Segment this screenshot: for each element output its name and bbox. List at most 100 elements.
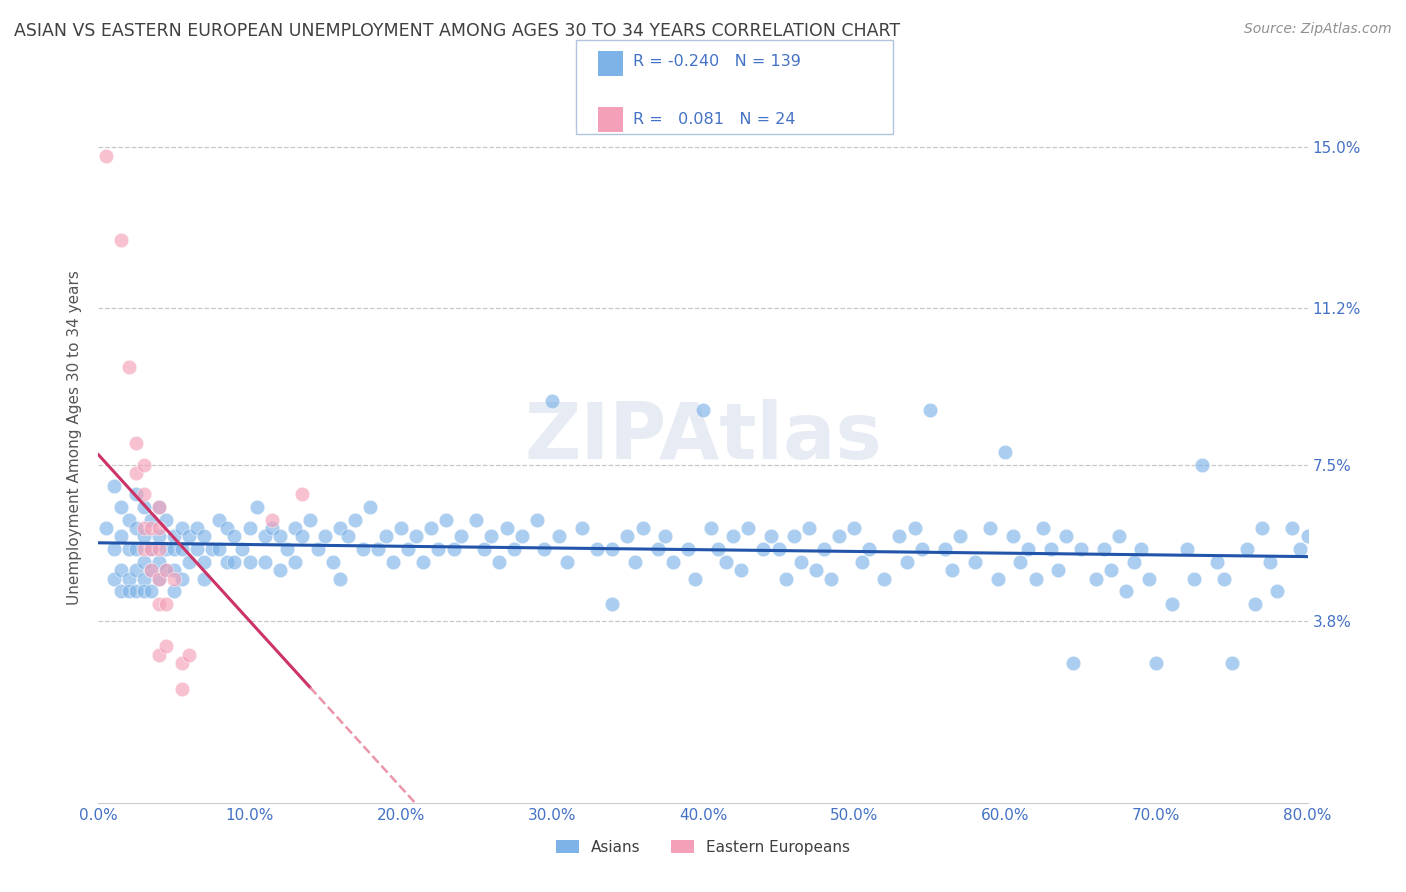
Point <box>208 542 231 557</box>
Point <box>103 542 125 557</box>
Point <box>1251 521 1274 535</box>
Point <box>624 555 647 569</box>
Point <box>118 572 141 586</box>
Point <box>132 529 155 543</box>
Point <box>239 521 262 535</box>
Point <box>284 555 307 569</box>
Point <box>94 521 117 535</box>
Point <box>783 529 806 543</box>
Point <box>1213 572 1236 586</box>
Point <box>647 542 669 557</box>
Point <box>1191 458 1213 472</box>
Point <box>155 640 177 654</box>
Point <box>163 529 186 543</box>
Point <box>412 555 434 569</box>
Point <box>269 563 291 577</box>
Point <box>1010 555 1032 569</box>
Point <box>1070 542 1092 557</box>
Point <box>253 555 276 569</box>
Point <box>540 394 562 409</box>
Point <box>759 529 782 543</box>
Point <box>889 529 911 543</box>
Point <box>631 521 654 535</box>
Point <box>253 529 276 543</box>
Point <box>510 529 533 543</box>
Point <box>148 648 170 662</box>
Point <box>1024 572 1046 586</box>
Point <box>1243 597 1265 611</box>
Point <box>450 529 472 543</box>
Point <box>979 521 1001 535</box>
Point <box>118 512 141 526</box>
Point <box>141 563 163 577</box>
Point <box>148 572 170 586</box>
Point <box>1099 563 1122 577</box>
Point <box>163 563 186 577</box>
Point <box>571 521 593 535</box>
Point <box>555 555 578 569</box>
Point <box>699 521 721 535</box>
Point <box>1182 572 1205 586</box>
Point <box>193 555 215 569</box>
Point <box>1220 657 1243 671</box>
Point <box>654 529 676 543</box>
Point <box>1115 584 1137 599</box>
Y-axis label: Unemployment Among Ages 30 to 34 years: Unemployment Among Ages 30 to 34 years <box>67 269 83 605</box>
Point <box>336 529 359 543</box>
Point <box>141 563 163 577</box>
Point <box>155 563 177 577</box>
Point <box>322 555 344 569</box>
Point <box>132 521 155 535</box>
Point <box>797 521 820 535</box>
Point <box>1137 572 1160 586</box>
Point <box>141 584 163 599</box>
Point <box>103 479 125 493</box>
Point <box>1108 529 1130 543</box>
Point <box>775 572 797 586</box>
Point <box>790 555 813 569</box>
Point <box>806 563 828 577</box>
Point <box>481 529 503 543</box>
Point <box>344 512 367 526</box>
Point <box>132 500 155 514</box>
Text: R = -0.240   N = 139: R = -0.240 N = 139 <box>633 54 800 69</box>
Point <box>118 584 141 599</box>
Point <box>215 521 238 535</box>
Point <box>132 555 155 569</box>
Point <box>434 512 457 526</box>
Text: Source: ZipAtlas.com: Source: ZipAtlas.com <box>1244 22 1392 37</box>
Point <box>427 542 450 557</box>
Point <box>118 542 141 557</box>
Point <box>193 572 215 586</box>
Point <box>1206 555 1229 569</box>
Point <box>118 360 141 375</box>
Text: R =   0.081   N = 24: R = 0.081 N = 24 <box>633 112 796 127</box>
Point <box>284 521 307 535</box>
Point <box>170 657 193 671</box>
Point <box>148 555 170 569</box>
Point <box>170 681 193 696</box>
Point <box>1062 657 1084 671</box>
Point <box>224 555 246 569</box>
Point <box>163 542 186 557</box>
Point <box>193 529 215 543</box>
Point <box>360 500 382 514</box>
Point <box>132 584 155 599</box>
Point <box>141 542 163 557</box>
Point <box>155 512 177 526</box>
Point <box>374 529 396 543</box>
Point <box>110 529 132 543</box>
Point <box>844 521 866 535</box>
Point <box>125 584 148 599</box>
Point <box>1144 657 1167 671</box>
Point <box>291 529 314 543</box>
Point <box>820 572 842 586</box>
Point <box>602 597 624 611</box>
Point <box>685 572 707 586</box>
Point <box>405 529 427 543</box>
Point <box>465 512 488 526</box>
Point <box>179 529 201 543</box>
Point <box>1047 563 1070 577</box>
Point <box>965 555 987 569</box>
Point <box>858 542 880 557</box>
